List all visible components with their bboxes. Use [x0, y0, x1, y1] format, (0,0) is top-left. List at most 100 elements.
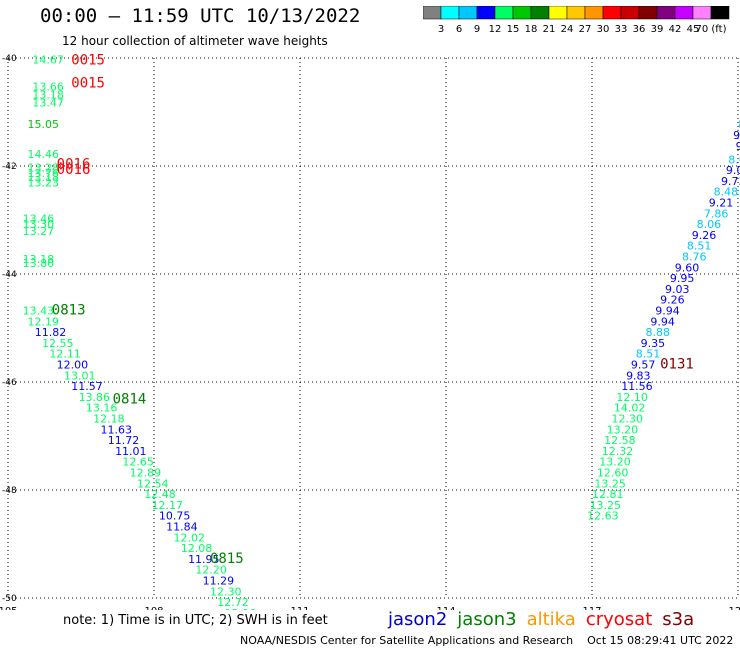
- legend-entry-cryosat: cryosat: [585, 609, 653, 630]
- wave-height-value: 11.56: [621, 380, 653, 393]
- wave-height-value: 13.18: [32, 89, 64, 102]
- wave-height-value: 12.30: [611, 413, 643, 426]
- pass-time-label: 0815: [210, 551, 244, 567]
- wave-height-value: 8.88: [646, 326, 671, 339]
- wave-height-value: 12.58: [604, 434, 636, 447]
- y-tick-label: -48: [2, 486, 17, 496]
- pass-time-label: 0015: [71, 76, 105, 92]
- wave-height-value: 12.18: [93, 413, 125, 426]
- color-scale-tick: 9: [474, 24, 480, 35]
- wave-height-value: 13.66: [32, 80, 64, 93]
- wave-height-value: 13.25: [590, 499, 622, 512]
- wave-height-value: 9.0: [726, 164, 740, 177]
- color-scale-tick: 39: [651, 24, 664, 35]
- color-scale-tick: 21: [543, 24, 556, 35]
- wave-height-value: 11.57: [71, 380, 103, 393]
- credit-line: NOAA/NESDIS Center for Satellite Applica…: [240, 634, 734, 647]
- y-tick-label: -42: [2, 162, 17, 172]
- pass-time-label: 0813: [52, 303, 86, 319]
- wave-height-value: 13.86: [79, 391, 111, 404]
- wave-height-value: 12.48: [144, 488, 176, 501]
- wave-height-value: 12.11: [49, 348, 81, 361]
- wave-height-value: 13.18: [27, 171, 59, 184]
- wave-height-value: 11.63: [100, 423, 132, 436]
- wave-height-value: 13.76: [27, 167, 59, 180]
- y-tick-label: -46: [2, 378, 17, 388]
- wave-height-value: 9.94: [655, 305, 680, 318]
- wave-height-value: 9.95: [670, 272, 695, 285]
- wave-height-value: 9.21: [709, 197, 734, 210]
- wave-height-value: 12.19: [27, 315, 59, 328]
- y-tick-label: -50: [2, 594, 17, 604]
- wave-height-value: 12.60: [597, 467, 629, 480]
- wave-height-value: 13.16: [86, 402, 118, 415]
- pass-time-label: 0131: [660, 357, 694, 373]
- color-scale-tick: 3: [438, 24, 444, 35]
- y-tick-label: -44: [2, 270, 17, 280]
- wave-height-value: 9.57: [631, 359, 656, 372]
- wave-height-value: 12.32: [602, 445, 634, 458]
- wave-height-value: 7.86: [704, 207, 729, 220]
- wave-height-value: 11.72: [108, 434, 139, 447]
- wave-height-value: 11.29: [203, 575, 235, 588]
- wave-height-value: 13.28: [27, 161, 59, 174]
- wave-height-value: 9.60: [675, 261, 700, 274]
- wave-height-value: 13.27: [23, 225, 54, 238]
- wave-height-value: 13.47: [32, 97, 64, 110]
- wave-height-value: 12.00: [57, 359, 89, 372]
- color-swatch: [710, 6, 730, 20]
- pass-time-label: 0814: [113, 392, 147, 408]
- wave-height-value: 12.96: [225, 607, 256, 610]
- wave-height-value: 12.30: [210, 585, 242, 598]
- footnote: note: 1) Time is in UTC; 2) SWH is in fe…: [63, 613, 328, 628]
- wave-height-value: 14.46: [27, 148, 59, 161]
- x-tick-label: 120: [728, 606, 740, 610]
- wave-height-value: 14.67: [32, 53, 64, 66]
- wave-height-value: 12.63: [587, 510, 619, 523]
- wave-height-value: 9.35: [641, 337, 666, 350]
- color-scale-tick: 70 (ft): [696, 24, 727, 35]
- color-scale-tick: 24: [561, 24, 574, 35]
- color-scale-tick: 18: [525, 24, 538, 35]
- wave-height-value: 9.: [736, 140, 740, 153]
- wave-height-value: 8: [738, 118, 740, 131]
- color-scale-tick: 30: [597, 24, 610, 35]
- x-tick-label: 108: [144, 606, 163, 610]
- wave-height-value: 8.06: [697, 218, 722, 231]
- wave-height-value: 9.26: [660, 294, 685, 307]
- wave-height-value: 12.10: [616, 391, 648, 404]
- wave-height-value: 8.76: [682, 251, 707, 264]
- wave-height-value: 11.84: [166, 521, 198, 534]
- wave-height-value: 11.82: [35, 326, 66, 339]
- x-tick-label: 111: [290, 606, 309, 610]
- color-scale-tick: 6: [456, 24, 462, 35]
- wave-height-value: 12.65: [122, 456, 154, 469]
- wave-height-value: 11.95: [188, 553, 220, 566]
- wave-height-value: 13.46: [23, 213, 54, 226]
- color-scale-tick: 36: [633, 24, 646, 35]
- wave-height-value: 15.05: [27, 118, 59, 131]
- wave-height-value: 9.03: [665, 283, 690, 296]
- wave-height-value: 14.02: [614, 402, 646, 415]
- x-tick-label: 105: [0, 606, 18, 610]
- wave-height-value: 12.81: [592, 488, 624, 501]
- wave-height-value: 12.08: [181, 542, 213, 555]
- wave-height-plot: 105 108 111 114 117 120 -40 -42 -44 -46 -48 -50 14.6…: [0, 52, 740, 610]
- wave-height-value: 10.75: [159, 510, 191, 523]
- x-tick-label: 114: [436, 606, 455, 610]
- pass-time-label: 0016: [57, 162, 91, 178]
- wave-height-value: 12.55: [42, 337, 74, 350]
- y-tick-label: -40: [2, 54, 17, 64]
- pass-time-label: 0015: [71, 52, 105, 68]
- wave-height-value: 9.26: [692, 229, 717, 242]
- legend-entry-jason3: jason3: [457, 609, 517, 630]
- wave-height-value: 8.48: [714, 186, 739, 199]
- wave-height-value: 8.6: [728, 153, 740, 166]
- satellite-legend: jason2 jason3 altika cryosat s3a: [388, 609, 704, 630]
- wave-height-value: 13.25: [594, 477, 626, 490]
- chart-title: 00:00 – 11:59 UTC 10/13/2022: [40, 5, 361, 27]
- color-scale-tick: 12: [489, 24, 502, 35]
- wave-height-value: 13.30: [23, 218, 54, 231]
- color-scale-tick: 42: [669, 24, 682, 35]
